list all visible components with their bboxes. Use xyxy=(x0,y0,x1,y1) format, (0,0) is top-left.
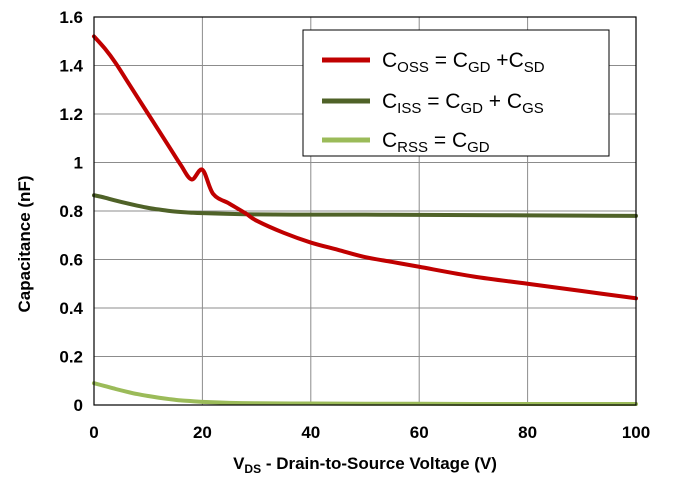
legend-label-part: = C xyxy=(421,90,460,113)
y-tick-label: 0.8 xyxy=(59,202,83,221)
y-tick-label: 1.4 xyxy=(59,57,83,76)
legend-label-part: +C xyxy=(490,49,523,72)
legend-label-part: = C xyxy=(428,129,467,152)
y-axis-title: Capacitance (nF) xyxy=(15,176,34,313)
legend-label-part: RSS xyxy=(397,139,428,156)
x-tick-label: 60 xyxy=(410,423,429,442)
legend-label-part: GD xyxy=(460,100,483,117)
y-tick-label: 1 xyxy=(74,154,83,173)
x-tick-label: 0 xyxy=(89,423,98,442)
legend-label-part: GD xyxy=(468,59,491,76)
series-line-crss xyxy=(92,381,638,407)
y-tick-label: 1.2 xyxy=(59,105,83,124)
legend-label-coss: COSS = CGD +CSD xyxy=(382,49,545,76)
x-axis-title-rest: - Drain-to-Source Voltage (V) xyxy=(261,454,497,473)
x-tick-label: 100 xyxy=(622,423,650,442)
legend-label-part: GS xyxy=(522,100,544,117)
series-line-coss xyxy=(92,34,638,301)
legend-label-part: C xyxy=(382,129,397,152)
legend-label-part: + C xyxy=(483,90,522,113)
legend-label-part: GD xyxy=(467,139,490,156)
y-tick-label: 0.4 xyxy=(59,299,83,318)
legend-label-part: = C xyxy=(429,49,468,72)
legend-label-ciss: CISS = CGD + CGS xyxy=(382,90,544,117)
plot-frame xyxy=(93,16,637,406)
legend-label-part: OSS xyxy=(397,59,429,76)
x-tick-label: 40 xyxy=(301,423,320,442)
x-axis-title-sub: DS xyxy=(244,462,261,476)
x-axis-title-main: V xyxy=(233,454,245,473)
y-tick-label: 0.6 xyxy=(59,251,83,270)
x-tick-label: 20 xyxy=(193,423,212,442)
x-tick-labels: 0 20 40 60 80 100 xyxy=(89,423,650,442)
series-line-ciss xyxy=(92,193,638,218)
legend-label-part: C xyxy=(382,90,397,113)
x-tick-label: 80 xyxy=(518,423,537,442)
y-tick-labels: 0 0.2 0.4 0.6 0.8 1 1.2 1.4 1.6 xyxy=(59,8,83,415)
legend-label-part: SD xyxy=(524,59,545,76)
legend-label-part: ISS xyxy=(397,100,421,117)
x-axis-title: VDS - Drain-to-Source Voltage (V) xyxy=(233,454,497,476)
legend-label-crss: CRSS = CGD xyxy=(382,129,490,156)
legend-label-part: C xyxy=(382,49,397,72)
series-lines xyxy=(92,34,638,407)
y-tick-label: 0.2 xyxy=(59,348,83,367)
legend-box xyxy=(302,29,610,157)
y-tick-label: 1.6 xyxy=(59,8,83,27)
y-tick-label: 0 xyxy=(74,396,83,415)
